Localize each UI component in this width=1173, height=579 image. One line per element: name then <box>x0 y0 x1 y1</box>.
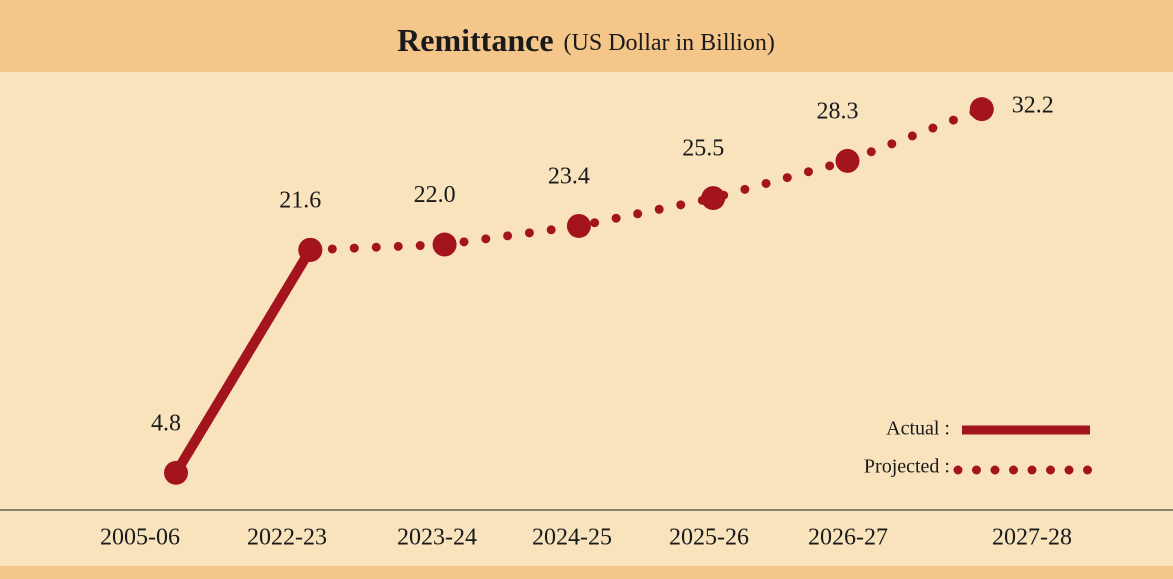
x-tick-label: 2024-25 <box>532 525 612 551</box>
x-tick-label: 2026-27 <box>808 525 888 551</box>
point <box>298 237 323 262</box>
data-label: 23.4 <box>548 163 590 189</box>
footer-band <box>0 566 1173 579</box>
point <box>969 97 994 122</box>
chart-subtitle: (US Dollar in Billion) <box>564 30 775 56</box>
point <box>835 148 860 173</box>
point <box>432 232 457 257</box>
point <box>164 460 188 485</box>
x-tick-label: 2005-06 <box>100 525 180 551</box>
data-label: 4.8 <box>151 410 181 436</box>
chart-heading: Remittance (US Dollar in Billion) <box>397 22 775 58</box>
data-label: 22.0 <box>414 182 456 208</box>
x-tick-label: 2027-28 <box>992 525 1072 551</box>
x-tick-label: 2023-24 <box>397 525 477 551</box>
series-line <box>171 247 315 476</box>
point <box>701 186 726 211</box>
data-label: 28.3 <box>817 98 859 124</box>
data-label: 25.5 <box>682 136 724 162</box>
legend-label: Actual : <box>886 418 950 440</box>
series-line <box>305 104 987 255</box>
data-label: 21.6 <box>279 187 321 213</box>
data-label: 32.2 <box>1012 93 1054 119</box>
x-tick-label: 2022-23 <box>247 525 327 551</box>
header-band <box>0 0 1173 72</box>
x-tick-label: 2025-26 <box>669 525 749 551</box>
point <box>566 213 591 238</box>
chart-title: Remittance <box>397 22 553 58</box>
legend-label: Projected : <box>864 456 950 478</box>
